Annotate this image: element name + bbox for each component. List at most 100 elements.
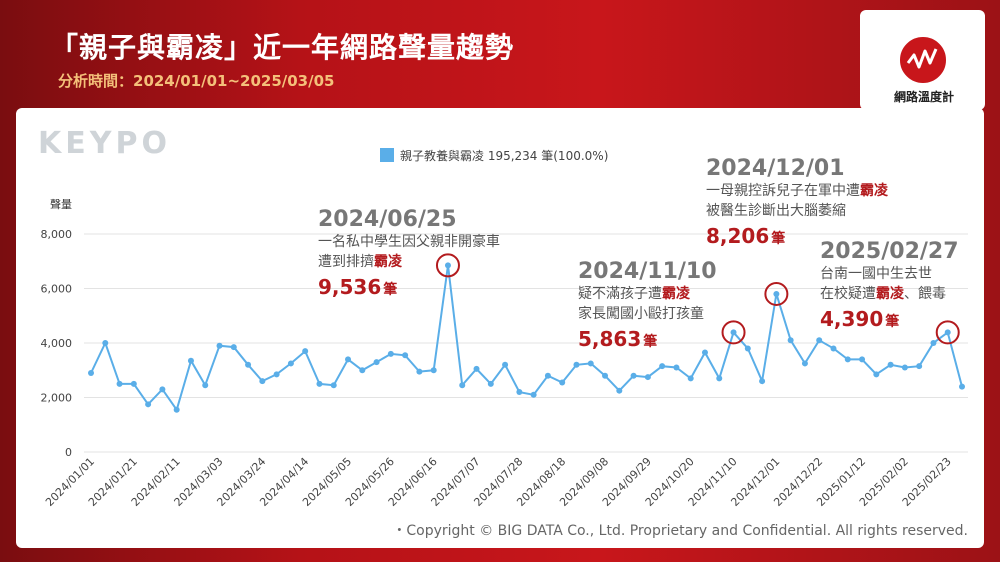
data-point [644, 374, 651, 381]
data-point [459, 382, 466, 389]
data-point [173, 406, 180, 413]
data-point [259, 378, 266, 385]
y-tick-label: 6,000 [41, 283, 73, 296]
data-point [444, 262, 451, 269]
data-point [801, 360, 808, 367]
series-points [88, 262, 965, 413]
legend-swatch [380, 148, 394, 162]
data-point [830, 345, 837, 352]
chart-grid [84, 233, 968, 453]
data-point [230, 344, 237, 351]
data-point [130, 380, 137, 387]
annotation-text: 被醫生診斷出大腦萎縮 [706, 203, 846, 219]
data-point [773, 290, 780, 297]
data-point [302, 348, 309, 355]
highlight-ring [935, 320, 960, 345]
data-point [901, 364, 908, 371]
annotation-date: 2024/11/10 [578, 259, 717, 284]
data-point [716, 375, 723, 382]
y-tick-label: 0 [65, 446, 72, 459]
data-point [373, 359, 380, 366]
annotation-text: 一名私中學生因父親非開豪車 [318, 233, 500, 250]
annotation-text: 在校疑遭霸凌、餵毒 [820, 285, 946, 302]
annotation-date: 2024/06/25 [318, 207, 457, 232]
data-point [273, 371, 280, 378]
x-axis-ticks: 2024/01/012024/01/212024/02/112024/03/03… [43, 455, 954, 509]
highlight-ring [721, 320, 746, 345]
annotation-text: 一母親控訴兒子在軍中遭霸凌 [706, 182, 889, 199]
data-point [930, 340, 937, 346]
data-point [759, 378, 766, 385]
data-point [816, 337, 823, 344]
page-title: 「親子與霸凌」近一年網路聲量趨勢 [50, 31, 515, 64]
data-point [245, 361, 252, 368]
data-point [202, 382, 209, 389]
annotation-text: 遭到排擠霸凌 [318, 253, 403, 270]
y-axis-label: 聲量 [50, 198, 72, 211]
annotation-text: 台南一國中生去世 [820, 266, 932, 282]
data-point [473, 365, 480, 372]
copyright-notice: ・Copyright © BIG DATA Co., Ltd. Propriet… [392, 523, 968, 539]
data-point [330, 382, 337, 389]
data-point [887, 361, 894, 368]
data-point [530, 391, 537, 398]
data-point [701, 349, 708, 356]
annotation-value: 8,206 筆 [706, 224, 785, 248]
trend-zigzag-icon [906, 48, 938, 69]
annotation-value: 5,863 筆 [578, 327, 657, 351]
y-tick-label: 4,000 [41, 337, 73, 350]
data-point [787, 337, 794, 344]
data-point [116, 380, 123, 387]
data-point [559, 379, 566, 386]
legend-label: 親子教養與霸凌 195,234 筆(100.0%) [400, 149, 609, 163]
chart-card [16, 108, 984, 548]
annotation-value: 9,536 筆 [318, 275, 397, 299]
data-point [573, 361, 580, 368]
annotation-text: 疑不滿孩子遭霸凌 [578, 285, 691, 302]
data-point [187, 357, 194, 364]
chart-legend[interactable]: 親子教養與霸凌 195,234 筆(100.0%) [380, 147, 608, 164]
data-point [487, 380, 494, 387]
y-axis-ticks: 0 2,000 4,000 6,000 8,000 [41, 228, 73, 459]
data-point [359, 367, 366, 374]
data-point [959, 383, 965, 390]
data-point [730, 329, 737, 336]
data-point [516, 389, 523, 396]
highlight-ring [435, 253, 460, 278]
annotation-value: 4,390 筆 [820, 307, 899, 331]
y-tick-label: 2,000 [41, 392, 73, 405]
annotation-date: 2025/02/27 [820, 239, 959, 264]
data-point [402, 352, 409, 359]
data-point [159, 386, 166, 393]
data-point [673, 364, 680, 371]
analysis-period: 分析時間：2024/01/01~2025/03/05 [58, 72, 335, 90]
data-point [316, 380, 323, 387]
data-point [602, 372, 609, 379]
keypo-watermark: KEYPO [38, 126, 171, 161]
data-point [544, 372, 551, 379]
series-line [90, 265, 963, 413]
data-point [687, 375, 694, 382]
data-point [587, 360, 594, 367]
data-point [387, 350, 394, 357]
data-point [502, 361, 509, 368]
data-point [416, 368, 423, 375]
data-point [659, 363, 666, 370]
annotation-text: 家長闖國小毆打孩童 [578, 305, 704, 322]
data-point [873, 371, 880, 378]
data-point [616, 387, 623, 394]
brand-name: 網路溫度計 [893, 90, 954, 104]
data-point [859, 356, 866, 363]
data-point [744, 345, 751, 352]
y-tick-label: 8,000 [41, 228, 73, 241]
data-point [430, 367, 437, 374]
data-point [844, 356, 851, 363]
data-point [88, 369, 94, 376]
highlight-ring [764, 281, 789, 306]
data-point [145, 401, 152, 408]
data-point [944, 329, 951, 336]
data-point [216, 342, 223, 349]
data-point [916, 363, 923, 370]
